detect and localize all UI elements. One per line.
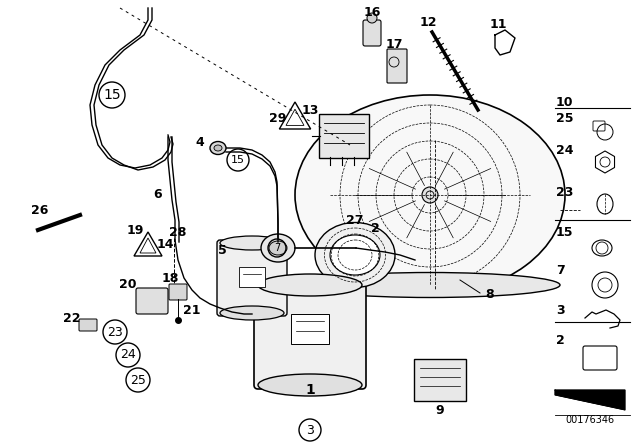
Ellipse shape [220,236,284,250]
Text: 3: 3 [556,303,564,316]
Ellipse shape [258,374,362,396]
Text: 28: 28 [170,225,187,238]
FancyBboxPatch shape [254,281,366,389]
Ellipse shape [210,142,226,155]
Text: 19: 19 [126,224,144,237]
Text: 3: 3 [306,423,314,436]
Ellipse shape [261,234,295,262]
Text: 8: 8 [486,289,494,302]
Text: 25: 25 [556,112,573,125]
Text: 26: 26 [31,203,49,216]
FancyBboxPatch shape [387,49,407,83]
Text: 21: 21 [183,303,201,316]
FancyBboxPatch shape [136,288,168,314]
Ellipse shape [295,95,565,295]
Text: 14: 14 [156,238,173,251]
FancyBboxPatch shape [239,267,265,287]
Text: 23: 23 [107,326,123,339]
Text: 15: 15 [103,88,121,102]
FancyBboxPatch shape [291,314,329,344]
Text: 2: 2 [556,333,564,346]
Circle shape [422,187,438,203]
Text: 9: 9 [436,404,444,417]
Text: 17: 17 [385,39,403,52]
Text: 13: 13 [301,103,319,116]
Text: 4: 4 [196,137,204,150]
FancyBboxPatch shape [217,240,287,316]
Text: 00176346: 00176346 [565,415,614,425]
Text: 18: 18 [161,271,179,284]
FancyBboxPatch shape [319,114,369,158]
Text: 15: 15 [556,225,573,238]
Ellipse shape [300,272,560,297]
Ellipse shape [315,223,395,288]
Ellipse shape [214,145,222,151]
Text: 10: 10 [556,95,573,108]
Ellipse shape [330,235,380,275]
Ellipse shape [258,274,362,296]
FancyBboxPatch shape [414,359,466,401]
Text: 16: 16 [364,5,381,18]
FancyBboxPatch shape [79,319,97,331]
Text: 24: 24 [120,349,136,362]
FancyBboxPatch shape [169,284,187,300]
Text: 29: 29 [269,112,287,125]
Text: 11: 11 [489,17,507,30]
FancyBboxPatch shape [363,20,381,46]
Text: 2: 2 [371,221,380,234]
Text: 22: 22 [63,311,81,324]
Text: 12: 12 [419,16,436,29]
Ellipse shape [269,241,287,255]
Text: 15: 15 [231,155,245,165]
Text: 7: 7 [556,263,564,276]
Text: 27: 27 [346,214,364,227]
Text: 1: 1 [305,383,315,397]
Text: 20: 20 [119,277,137,290]
Circle shape [367,13,377,23]
Text: 5: 5 [218,244,227,257]
Text: 23: 23 [556,185,573,198]
Ellipse shape [220,306,284,320]
Text: 7: 7 [274,243,280,253]
Polygon shape [555,390,625,410]
Text: 25: 25 [130,374,146,387]
Text: 6: 6 [154,189,163,202]
Text: 24: 24 [556,143,573,156]
